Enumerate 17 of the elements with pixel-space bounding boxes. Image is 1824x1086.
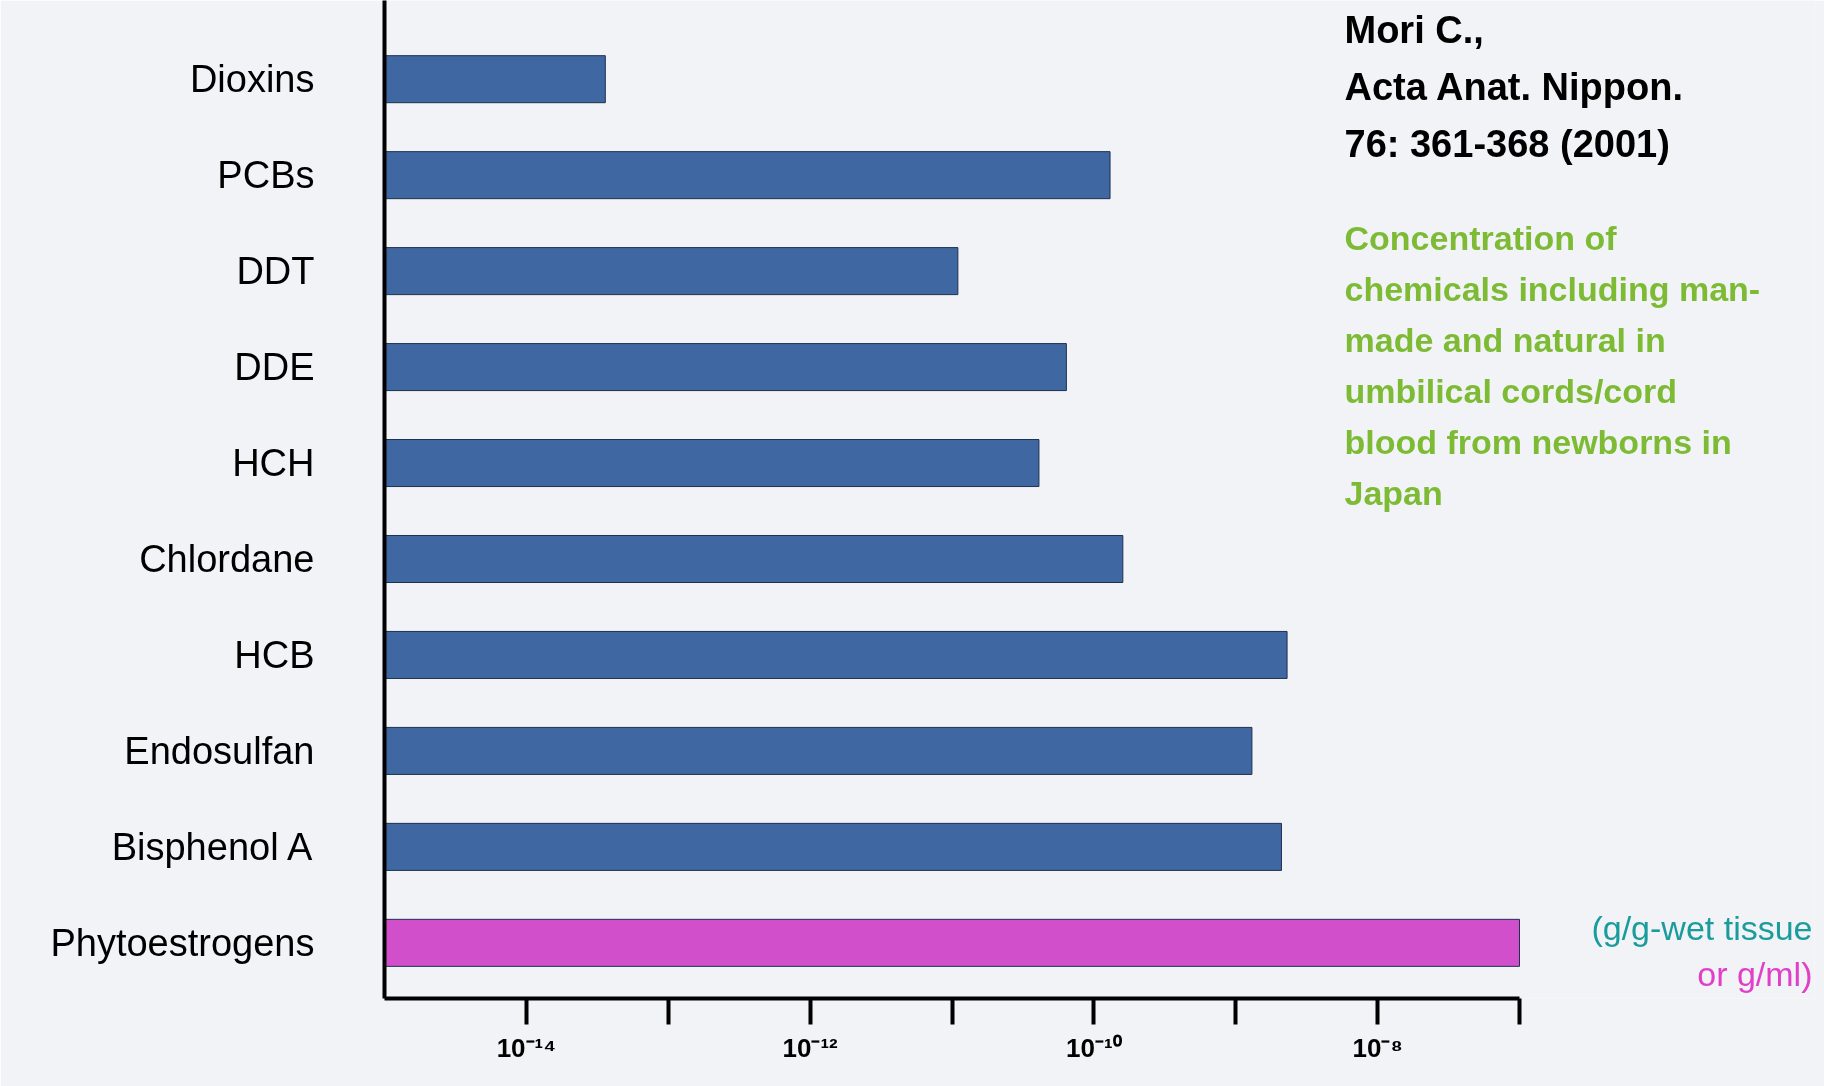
x-axis-title: (g/g-wet tissue or g/ml) — [1591, 908, 1813, 993]
y-tick-label: HCH — [232, 442, 315, 485]
y-tick-label: Endosulfan — [124, 729, 315, 772]
x-tick-label: 10⁻¹² — [782, 1032, 839, 1063]
y-tick-label: HCB — [234, 633, 315, 676]
y-tick-label: DDT — [236, 250, 315, 293]
x-tick-label: 10⁻¹⁴ — [496, 1032, 557, 1063]
x-tick-label: 10⁻⁸ — [1352, 1032, 1403, 1063]
y-tick-label: Chlordane — [139, 538, 315, 580]
y-tick-label: DDE — [234, 346, 315, 389]
annotation: Mori C., Acta Anat. Nippon. 76: 361-368 (2001) — [1344, 8, 1683, 165]
y-tick-label: Bisphenol A — [111, 825, 314, 868]
y-tick-label: Dioxins — [189, 58, 315, 101]
x-tick-label: 10⁻¹⁰ — [1066, 1032, 1123, 1063]
y-tick-label: PCBs — [217, 154, 315, 197]
y-tick-label: Phytoestrogens — [50, 921, 315, 964]
annotation: Concentration of chemicals including man-made and natural in umbilical cords/cord blood from newborns in Japan — [1344, 218, 1761, 512]
